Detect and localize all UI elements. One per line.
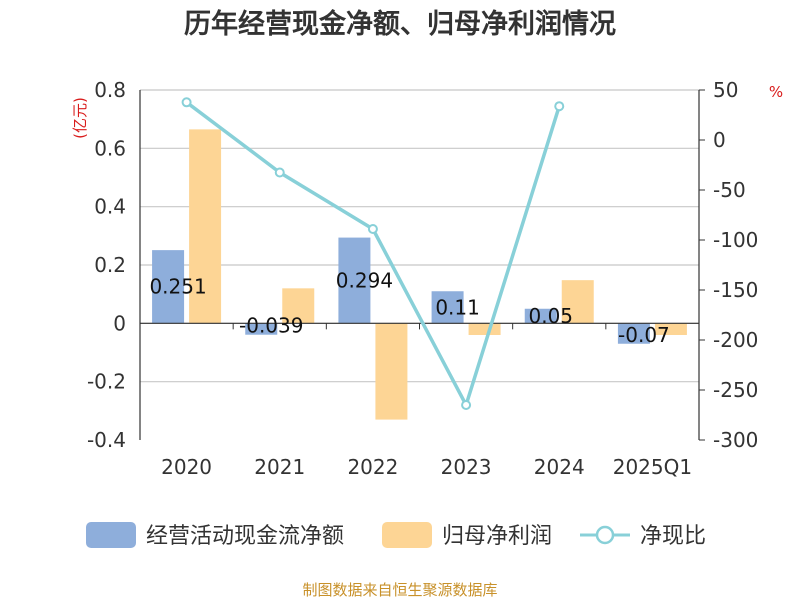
bar-netprofit	[375, 323, 408, 420]
bar-netprofit	[468, 323, 501, 335]
legend-label-ratio: 净现比	[640, 524, 706, 549]
legend: 经营活动现金流净额 归母净利润 净现比	[86, 522, 706, 549]
bar-netprofit	[189, 129, 222, 324]
legend-marker-ratio	[595, 525, 615, 545]
x-tick-label: 2022	[347, 455, 398, 479]
data-label-cashflow: 0.251	[149, 275, 206, 299]
ratio-line	[181, 97, 565, 410]
legend-label-cashflow: 经营活动现金流净额	[146, 524, 344, 549]
x-tick-label: 2024	[534, 455, 585, 479]
legend-label-netprofit: 归母净利润	[442, 524, 552, 549]
x-tick-label: 2020	[161, 455, 212, 479]
tick-labels: 0.8 0.6 0.4 0.2 0 -0.2 -0.4 50 0 -50 -100 -150 -200 -…	[87, 78, 758, 479]
bar-cashflow	[524, 308, 557, 324]
bars	[152, 129, 687, 420]
right-tick-label: -150	[713, 278, 758, 302]
ratio-line-path	[185, 100, 561, 407]
data-label-cashflow: -0.07	[618, 323, 670, 347]
ratio-point	[367, 224, 378, 234]
left-tick-label: 0.4	[94, 195, 126, 219]
bar-cashflow	[431, 291, 464, 324]
bar-cashflow	[617, 323, 650, 344]
legend-swatch-netprofit	[382, 522, 432, 548]
bar-cashflow	[245, 323, 278, 335]
right-tick-label: -200	[713, 328, 758, 352]
left-axis-unit: (亿元)	[71, 97, 89, 139]
x-tick-label: 2021	[254, 455, 305, 479]
source-note: 制图数据来自恒生聚源数据库	[302, 581, 497, 599]
data-label-cashflow: -0.039	[239, 314, 303, 338]
right-tick-label: -100	[713, 228, 758, 252]
left-tick-label: -0.4	[87, 428, 126, 452]
data-labels: 0.251 -0.039 0.294 0.11 0.05 -0.07	[149, 268, 669, 346]
data-label-cashflow: 0.05	[528, 304, 573, 328]
bar-netprofit	[561, 280, 594, 324]
ratio-point	[274, 167, 285, 178]
left-tick-label: 0.6	[94, 136, 126, 160]
right-tick-label: -250	[713, 378, 758, 402]
bar-cashflow	[338, 237, 371, 324]
right-tick-label: -50	[713, 178, 746, 202]
gridlines	[140, 89, 699, 383]
left-tick-label: -0.2	[87, 370, 126, 394]
x-tick-label: 2023	[441, 455, 492, 479]
right-axis-unit: %	[769, 83, 783, 101]
left-tick-label: 0.2	[94, 253, 126, 277]
data-label-cashflow: 0.294	[336, 268, 393, 292]
bar-netprofit	[282, 288, 315, 324]
right-tick-label: 0	[713, 128, 726, 152]
chart-title: 历年经营现金净额、归母净利润情况	[184, 8, 616, 40]
data-label-cashflow: 0.11	[435, 295, 480, 319]
legend-swatch-cashflow	[86, 522, 136, 548]
axes	[139, 89, 705, 441]
bar-netprofit	[654, 323, 687, 335]
left-tick-label: 0.8	[94, 78, 126, 102]
ratio-point	[461, 400, 472, 410]
ratio-point	[181, 97, 192, 108]
left-tick-label: 0	[113, 311, 126, 335]
ratio-point	[554, 101, 565, 112]
right-tick-label: -300	[713, 428, 758, 452]
x-tick-label: 2025Q1	[613, 455, 692, 479]
bar-cashflow	[152, 250, 185, 324]
right-tick-label: 50	[713, 78, 738, 102]
